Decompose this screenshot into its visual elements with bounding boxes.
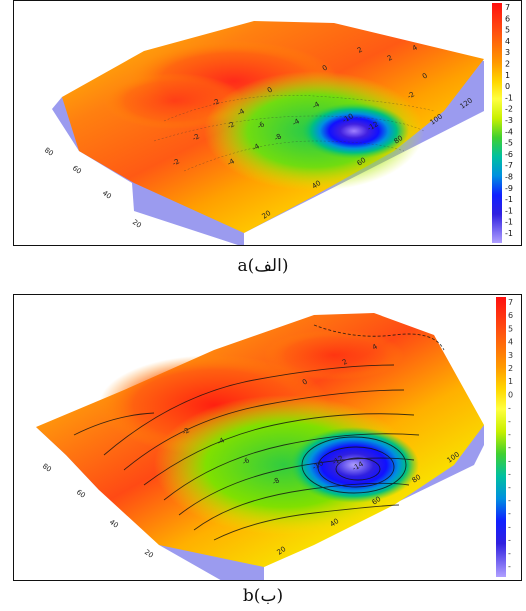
figure-a-contour-label-0: -2 xyxy=(191,132,201,142)
figure-a-front-axis-label-3: 80 xyxy=(393,134,405,146)
figure-b-colorbar-label-2: 5 xyxy=(508,324,513,333)
figure-b-colorbar xyxy=(496,297,506,577)
figure-b-colorbar-label-15: - xyxy=(508,496,511,505)
figure-b-colorbar-label-4: 3 xyxy=(508,351,513,360)
figure-b-contour-label-3: -8 xyxy=(271,476,281,486)
figure-a-contour-label-17: 4 xyxy=(411,43,419,52)
figure-a-colorbar-label-13: -6 xyxy=(505,150,513,159)
figure-b-contour-label-0: -2 xyxy=(181,426,191,436)
figure-a-colorbar-label-17: -1 xyxy=(505,195,513,204)
figure-a-colorbar-label-10: -3 xyxy=(505,116,513,125)
figure-a-colorbar xyxy=(492,3,502,243)
figure-a-contour-label-7: 2 xyxy=(356,46,364,55)
figure-b-front-axis-label-3: 80 xyxy=(411,473,423,485)
figure-b-colorbar-label-6: 1 xyxy=(508,377,513,386)
figure-a-contour-label-19: -2 xyxy=(406,90,416,100)
figure-a-colorbar-label-20: -1 xyxy=(505,229,513,238)
figure-a-colorbar-label-19: -1 xyxy=(505,218,513,227)
figure-a-colorbar-label-11: -4 xyxy=(505,127,513,136)
figure-a-contour-label-18: 0 xyxy=(421,72,429,81)
figure-a-contour-label-9: -4 xyxy=(291,117,302,128)
figure-a-contour-label-12: -2 xyxy=(211,97,221,107)
figure-b-contour-label-1: -4 xyxy=(216,436,227,447)
figure-a-side-axis-label-2: 40 xyxy=(101,189,113,201)
figure-a-caption: a(الف) xyxy=(0,256,526,276)
figure-b-colorbar-label-17: - xyxy=(508,522,511,531)
figure-a-colorbar-label-7: 0 xyxy=(505,82,510,91)
figure-b-colorbar-label-5: 2 xyxy=(508,364,513,373)
figure-a-front-axis-label-1: 40 xyxy=(311,179,323,191)
figure-a-colorbar-label-1: 6 xyxy=(505,14,510,23)
figure-b-colorbar-label-14: - xyxy=(508,483,511,492)
figure-a-colorbar-label-12: -5 xyxy=(505,139,513,148)
figure-b-colorbar-label-1: 6 xyxy=(508,311,513,320)
figure-b-contour-label-9: 4 xyxy=(371,342,379,351)
figure-a-colorbar-label-18: -1 xyxy=(505,206,513,215)
figure-a-colorbar-label-0: 7 xyxy=(505,3,510,12)
figure-b-colorbar-label-0: 7 xyxy=(508,298,513,307)
figure-a-colorbar-label-15: -8 xyxy=(505,173,513,182)
figure-a-contour-label-6: 0 xyxy=(321,64,329,73)
figure-a-contour-label-4: -4 xyxy=(251,142,262,153)
figure-a-contour-label-15: -8 xyxy=(273,132,283,142)
figure-b-colorbar-label-16: - xyxy=(508,509,511,518)
figure-a-colorbar-label-8: -1 xyxy=(505,93,513,102)
figure-b-colorbar-label-19: - xyxy=(508,549,511,558)
figure-a-colorbar-label-14: -7 xyxy=(505,161,513,170)
figure-a-colorbar-label-5: 2 xyxy=(505,60,510,69)
figure-a-contour-label-3: -4 xyxy=(226,157,237,168)
figure-a-contour-label-5: 0 xyxy=(266,86,274,95)
figure-b-colorbar-label-9: - xyxy=(508,417,511,426)
figure-a-front-axis-label-0: 20 xyxy=(261,209,273,221)
figure-b-front-axis-label-1: 40 xyxy=(329,517,341,529)
figure-b-front-axis-label-0: 20 xyxy=(276,545,288,557)
figure-a-colorbar-label-16: -9 xyxy=(505,184,513,193)
figure-b-caption: b(ب) xyxy=(0,586,526,606)
figure-b-colorbar-label-12: - xyxy=(508,456,511,465)
figure-b-contour-label-8: 2 xyxy=(341,358,349,367)
figure-b-colorbar-label-13: - xyxy=(508,470,511,479)
figure-b-colorbar-label-3: 4 xyxy=(508,338,513,347)
figure-a-side-axis-label-1: 60 xyxy=(71,164,83,176)
figure-a-side-axis-label-3: 20 xyxy=(131,218,143,230)
figure-a-colorbar-label-3: 4 xyxy=(505,37,510,46)
figure-b-front-axis-label-2: 60 xyxy=(371,495,383,507)
figure-b-depression xyxy=(289,427,419,503)
figure-a-caption-label: (الف) xyxy=(247,256,289,276)
figure-a-contour-label-2: -2 xyxy=(171,157,181,167)
figure-b-side-axis-label-3: 20 xyxy=(143,548,155,560)
figure-b-colorbar-label-20: - xyxy=(508,562,511,571)
figure-b-colorbar-label-18: - xyxy=(508,536,511,545)
figure-b-side-axis-label-1: 60 xyxy=(75,488,87,500)
figure-a-colorbar-label-9: -2 xyxy=(505,105,513,114)
figure-a-contour-label-14: -6 xyxy=(256,120,267,131)
figure-b-colorbar-label-10: - xyxy=(508,430,511,439)
figure-b-contour-label-7: 0 xyxy=(301,378,309,387)
figure-a-front-axis-label-2: 60 xyxy=(356,156,368,168)
figure-b-side-axis-label-0: 80 xyxy=(41,462,53,474)
figure-b-panel: -2 -4 -6 -8 -10 -12 -14 0 2 4 80 60 40 20 20 40 60 80 100… xyxy=(13,294,522,581)
figure-a-side-axis-label-0: 80 xyxy=(43,146,55,158)
figure-b-colorbar-label-7: 0 xyxy=(508,390,513,399)
figure-a-caption-letter: a xyxy=(237,256,248,276)
figure-a-panel: -2 -2 -2 -4 -4 0 0 2 -4 -4 -10 -12 -2 -4 -6 -8 2 4 0 -2 80 6… xyxy=(13,0,522,246)
figure-a-depression xyxy=(299,103,409,159)
figure-b-side-axis-label-2: 40 xyxy=(108,518,120,530)
figure-b-caption-label: (ب) xyxy=(253,586,284,606)
figure-a-colorbar-label-2: 5 xyxy=(505,26,510,35)
figure-b-contour-lines xyxy=(73,324,445,541)
figure-a-colorbar-label-6: 1 xyxy=(505,71,510,80)
figure-b-caption-letter: b xyxy=(242,586,254,606)
figure-a-colorbar-label-4: 3 xyxy=(505,48,510,57)
figure-b-colorbar-label-11: - xyxy=(508,443,511,452)
figure-a-contour-label-8: -4 xyxy=(311,100,322,111)
figure-b-colorbar-label-8: - xyxy=(508,404,511,413)
figure-b-contour-label-2: -6 xyxy=(241,456,252,467)
figure-a-contour-label-1: -2 xyxy=(226,120,236,130)
figure-a-contour-label-16: 2 xyxy=(386,54,394,63)
figure-a-contour-label-13: -4 xyxy=(236,107,247,118)
